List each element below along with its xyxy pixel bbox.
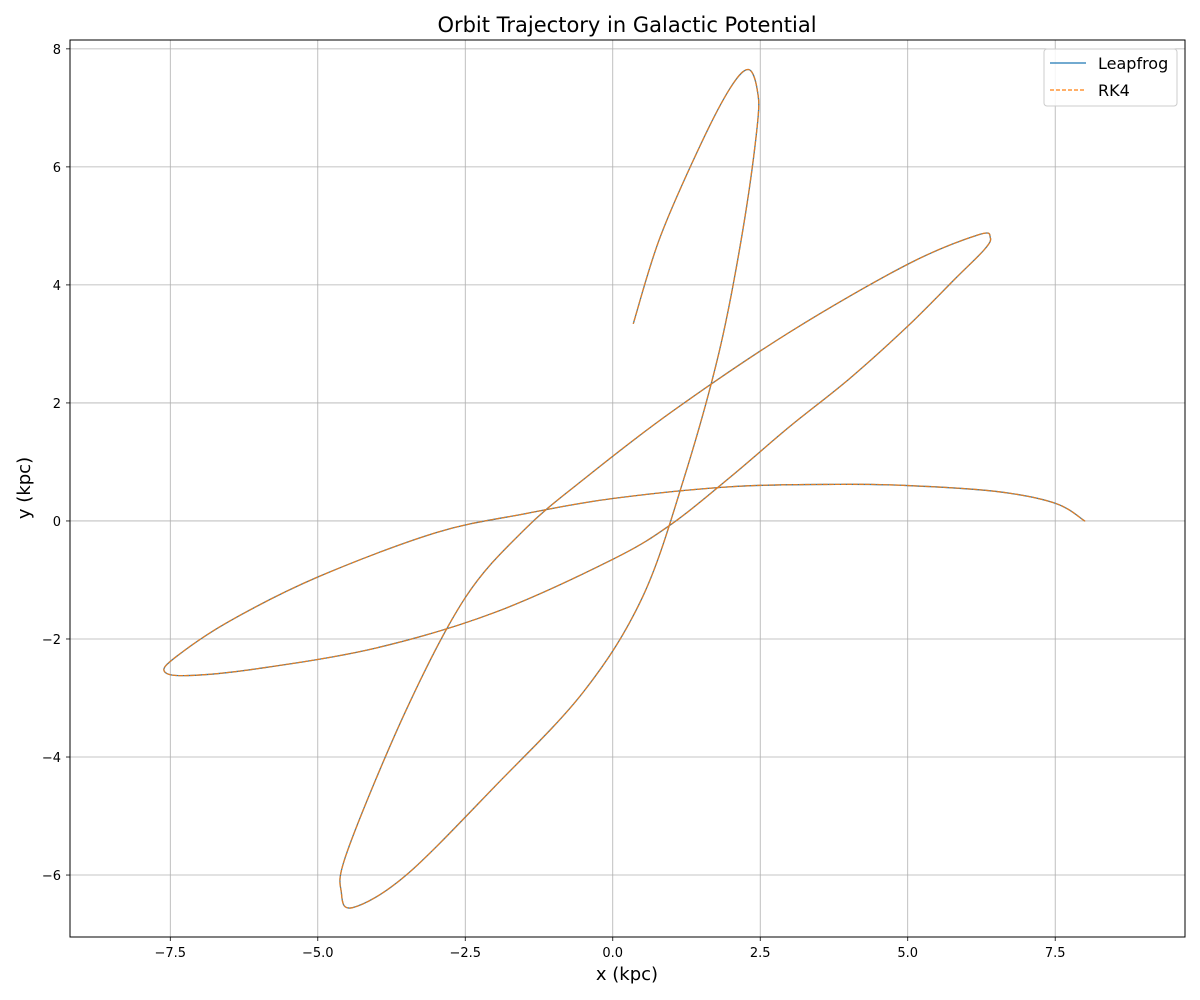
chart-title: Orbit Trajectory in Galactic Potential [437, 13, 816, 37]
plot-frame [69, 39, 1186, 938]
x-tick-label: −7.5 [155, 946, 187, 961]
y-tick-label: 8 [53, 43, 61, 58]
y-tick-label: −2 [42, 633, 61, 648]
y-tick-label: 2 [53, 397, 61, 412]
y-tick-label: −4 [42, 751, 61, 766]
x-tick-label: 5.0 [897, 946, 918, 961]
axis-ticks: −7.5 −5.0 −2.5 0.0 2.5 5.0 7.5 −6 −4 −2 0 2 4 6 8 [42, 43, 1066, 961]
y-tick-label: −6 [42, 869, 61, 884]
series-line-rk4 [163, 68, 1086, 909]
y-axis-label: y (kpc) [14, 457, 35, 519]
x-tick-label: 7.5 [1045, 946, 1066, 961]
legend: Leapfrog RK4 [1043, 48, 1178, 107]
x-axis-label: x (kpc) [596, 964, 658, 985]
y-tick-label: 4 [53, 279, 61, 294]
y-tick-label: 6 [53, 161, 61, 176]
y-tick-label: 0 [53, 515, 61, 530]
x-tick-label: 2.5 [750, 946, 771, 961]
x-tick-label: −5.0 [302, 946, 334, 961]
series-layer [163, 68, 1086, 909]
legend-label-leapfrog: Leapfrog [1098, 54, 1168, 73]
x-tick-label: −2.5 [449, 946, 481, 961]
legend-label-rk4: RK4 [1098, 81, 1130, 100]
x-tick-label: 0.0 [602, 946, 623, 961]
grid [70, 40, 1185, 937]
